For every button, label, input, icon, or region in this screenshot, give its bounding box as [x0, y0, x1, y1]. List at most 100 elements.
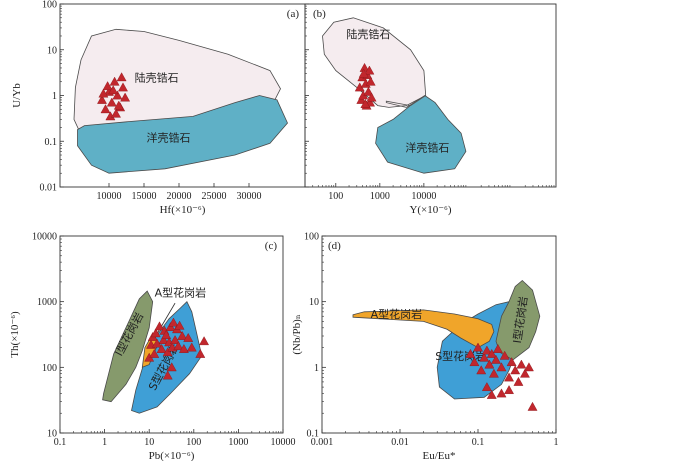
panel-c-ytick-label: 10000 — [32, 232, 57, 243]
panel-c-ylabel: Th(×10⁻⁶) — [9, 311, 21, 358]
panel-a-ytick-label: 1 — [52, 91, 57, 102]
panel-c-point — [173, 341, 184, 351]
panel-d-point — [513, 376, 524, 386]
panel-a-point — [112, 90, 123, 100]
panel-a-point — [108, 85, 119, 95]
panel-d-label: (d) — [328, 240, 341, 252]
panel-d-xlabel: Eu/Eu* — [423, 450, 456, 461]
panel-b-point — [358, 68, 369, 78]
panel-d-field-a-type — [352, 309, 495, 349]
panel-d-xtick-label: 1 — [554, 437, 559, 448]
panel-a-point — [106, 97, 117, 107]
panel-a-xlabel: Hf(×10⁻⁶) — [160, 204, 206, 216]
panel-c-point — [150, 328, 161, 338]
panel-d-point — [496, 388, 507, 398]
panel-b-xtick-label: 1000 — [370, 191, 390, 202]
panel-a-ytick-label: 100 — [42, 0, 57, 11]
panel-a-ytick-label: 10 — [47, 45, 57, 56]
panel-d-point — [506, 357, 517, 367]
panel-a-xtick-label: 25000 — [202, 191, 227, 202]
panel-b-field-oceanic — [375, 95, 467, 174]
panel-c-point — [166, 362, 177, 372]
panel-d-point — [504, 385, 514, 394]
panel-d-point — [469, 357, 480, 367]
panel-c-point — [154, 321, 165, 331]
panel-a-field-label: 洋壳锆石 — [147, 130, 191, 144]
panel-c-point — [170, 335, 180, 344]
panel-d-point — [488, 368, 499, 378]
panel-a-xtick-label: 15000 — [132, 191, 157, 202]
panel-b-xtick-label: 10000 — [411, 191, 436, 202]
panel-d-field-i-type — [495, 279, 541, 361]
panel-a-point — [100, 104, 111, 114]
panel-c-point — [162, 347, 173, 357]
panel-d-xtick-label: 0.1 — [472, 437, 485, 448]
panel-c-xtick-label: 1 — [102, 437, 107, 448]
panel-d-point — [484, 359, 495, 369]
panel-b-xtick-label: 100 — [328, 191, 343, 202]
panel-d-point — [520, 368, 530, 378]
panel-c-point — [177, 330, 188, 340]
panel-c-point — [195, 348, 206, 358]
panel-c-point — [156, 344, 167, 353]
panel-a-point — [111, 108, 121, 118]
panel-c-leader-line — [155, 302, 176, 337]
panel-a-field-oceanic — [77, 95, 288, 174]
panel-d-ylabel: (Nb/Pb)ₙ — [291, 314, 303, 354]
panel-d-field-label: A型花岗岩 — [371, 307, 423, 321]
panel-a-point — [118, 82, 128, 92]
panel-a-ylabel: U/Yb — [11, 83, 23, 108]
panel-b-point — [363, 86, 374, 96]
panel-a-point — [98, 88, 109, 98]
panel-b-point — [366, 92, 377, 102]
panel-b-field-label: 洋壳锆石 — [405, 140, 449, 154]
panel-d-point — [499, 350, 510, 360]
panel-b-point — [365, 76, 376, 86]
panel-d-point — [476, 365, 487, 375]
panel-b-field-continental — [322, 17, 427, 108]
panel-a-point — [120, 92, 131, 102]
panel-c-xtick-label: 10 — [144, 437, 154, 448]
panel-c-point — [161, 330, 172, 339]
panel-d-point — [524, 362, 534, 372]
panel-d-point — [481, 345, 492, 355]
panel-c-xlabel: Pb(×10⁻⁶) — [149, 450, 195, 461]
panel-c-ytick-label: 10 — [47, 429, 57, 440]
panel-b-field-overlap — [385, 95, 426, 108]
panel-a-field-label: 陆壳锆石 — [135, 71, 179, 85]
panel-d-ytick-label: 10 — [309, 297, 319, 308]
panel-c-xtick-label: 100 — [186, 437, 201, 448]
panel-a-point — [116, 72, 127, 82]
panel-c-point — [178, 344, 189, 353]
panel-d-ytick-label: 0.1 — [307, 429, 320, 440]
panel-d-point — [527, 401, 538, 411]
panel-d-point — [510, 365, 521, 375]
panel-d-point — [473, 342, 483, 352]
panel-a-ytick-label: 0.01 — [40, 183, 58, 194]
panel-d-frame — [321, 235, 557, 434]
panel-c-field-i-type — [102, 290, 154, 403]
panel-d-point — [486, 348, 497, 358]
panel-c-frame — [59, 235, 284, 434]
panel-d-point — [504, 372, 514, 382]
panel-c-point — [183, 332, 194, 342]
panel-c-field-label: A型花岗岩 — [155, 285, 207, 299]
panel-d-point — [492, 344, 503, 353]
panel-d-point — [465, 348, 476, 358]
panel-c-xtick-label: 10000 — [271, 437, 296, 448]
panel-d-point — [486, 389, 497, 399]
panel-d-point — [491, 354, 501, 364]
panel-c-xtick-label: 0.1 — [54, 437, 67, 448]
panel-a-point — [102, 81, 113, 91]
panel-b-point — [360, 99, 371, 108]
panel-c-point — [162, 370, 173, 380]
panel-a-xtick-label: 10000 — [97, 191, 122, 202]
panel-d-xtick-label: 0.01 — [391, 437, 409, 448]
panel-c-point — [149, 348, 160, 358]
panel-c-point — [199, 336, 210, 346]
panel-c-label: (c) — [265, 240, 278, 252]
panel-a-xtick-label: 30000 — [237, 191, 262, 202]
panel-b-label: (b) — [313, 8, 326, 20]
